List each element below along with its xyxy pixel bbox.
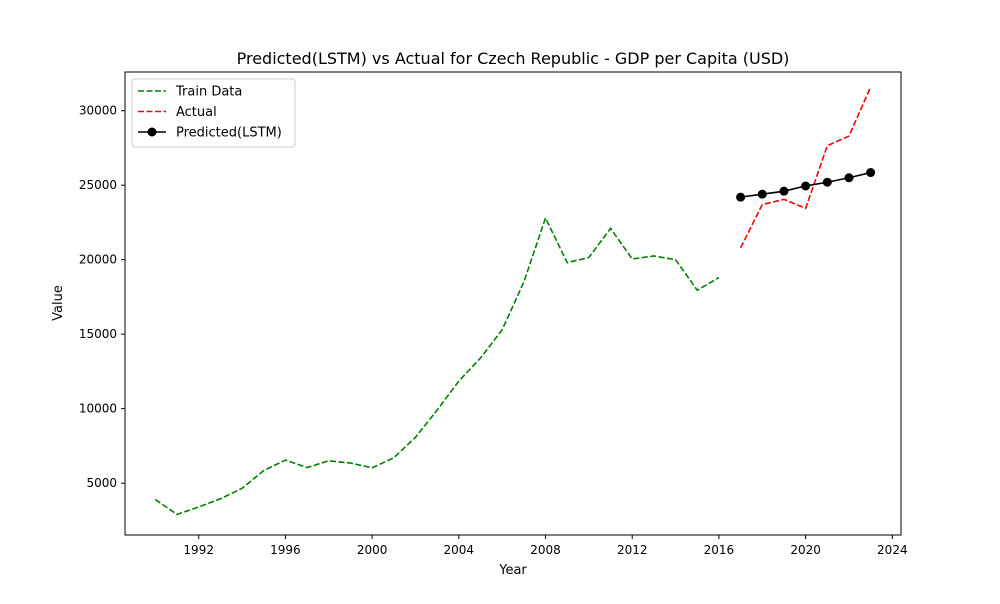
x-tick-label: 2024 xyxy=(877,543,908,557)
legend-label-actual: Actual xyxy=(176,105,217,120)
chart-title: Predicted(LSTM) vs Actual for Czech Repu… xyxy=(237,49,790,68)
series-line-train-data xyxy=(154,215,720,516)
x-tick-label: 1992 xyxy=(183,543,214,557)
series-line-actual xyxy=(739,86,872,249)
x-tick-label: 2020 xyxy=(790,543,821,557)
legend-box xyxy=(131,78,296,148)
x-tick-label: 2008 xyxy=(530,543,561,557)
legend-label-predicted-lstm: Predicted(LSTM) xyxy=(176,126,282,141)
plot-frame xyxy=(124,71,902,536)
x-tick-label: 2004 xyxy=(444,543,475,557)
legend-label-train-data: Train Data xyxy=(175,85,242,100)
data-point-predicted-lstm xyxy=(757,189,767,199)
legend: Train Data Actual Predicted(LSTM) xyxy=(131,78,296,148)
y-tick-label: 30000 xyxy=(79,104,117,118)
data-point-predicted-lstm xyxy=(822,177,832,187)
y-tick-label: 25000 xyxy=(79,178,117,192)
data-point-predicted-lstm xyxy=(736,192,746,202)
legend-marker-predicted-lstm xyxy=(147,127,157,137)
x-tick-label: 2000 xyxy=(357,543,388,557)
data-point-predicted-lstm xyxy=(801,181,811,191)
x-tick-label: 2012 xyxy=(617,543,648,557)
y-tick-label: 5000 xyxy=(86,476,117,490)
data-point-predicted-lstm xyxy=(844,173,854,183)
y-tick-label: 10000 xyxy=(79,402,117,416)
data-point-predicted-lstm xyxy=(866,168,876,178)
y-tick-label: 15000 xyxy=(79,327,117,341)
y-axis-label: Value xyxy=(51,285,66,321)
x-axis-label: Year xyxy=(498,563,527,578)
x-tick-label: 2016 xyxy=(704,543,735,557)
plot-area xyxy=(154,86,876,516)
axis-ticks: 1992 1996 2000 2004 2008 2012 2016 2020 2024 5000… xyxy=(79,104,908,557)
data-point-predicted-lstm xyxy=(779,186,789,196)
x-tick-label: 1996 xyxy=(270,543,301,557)
y-tick-label: 20000 xyxy=(79,253,117,267)
